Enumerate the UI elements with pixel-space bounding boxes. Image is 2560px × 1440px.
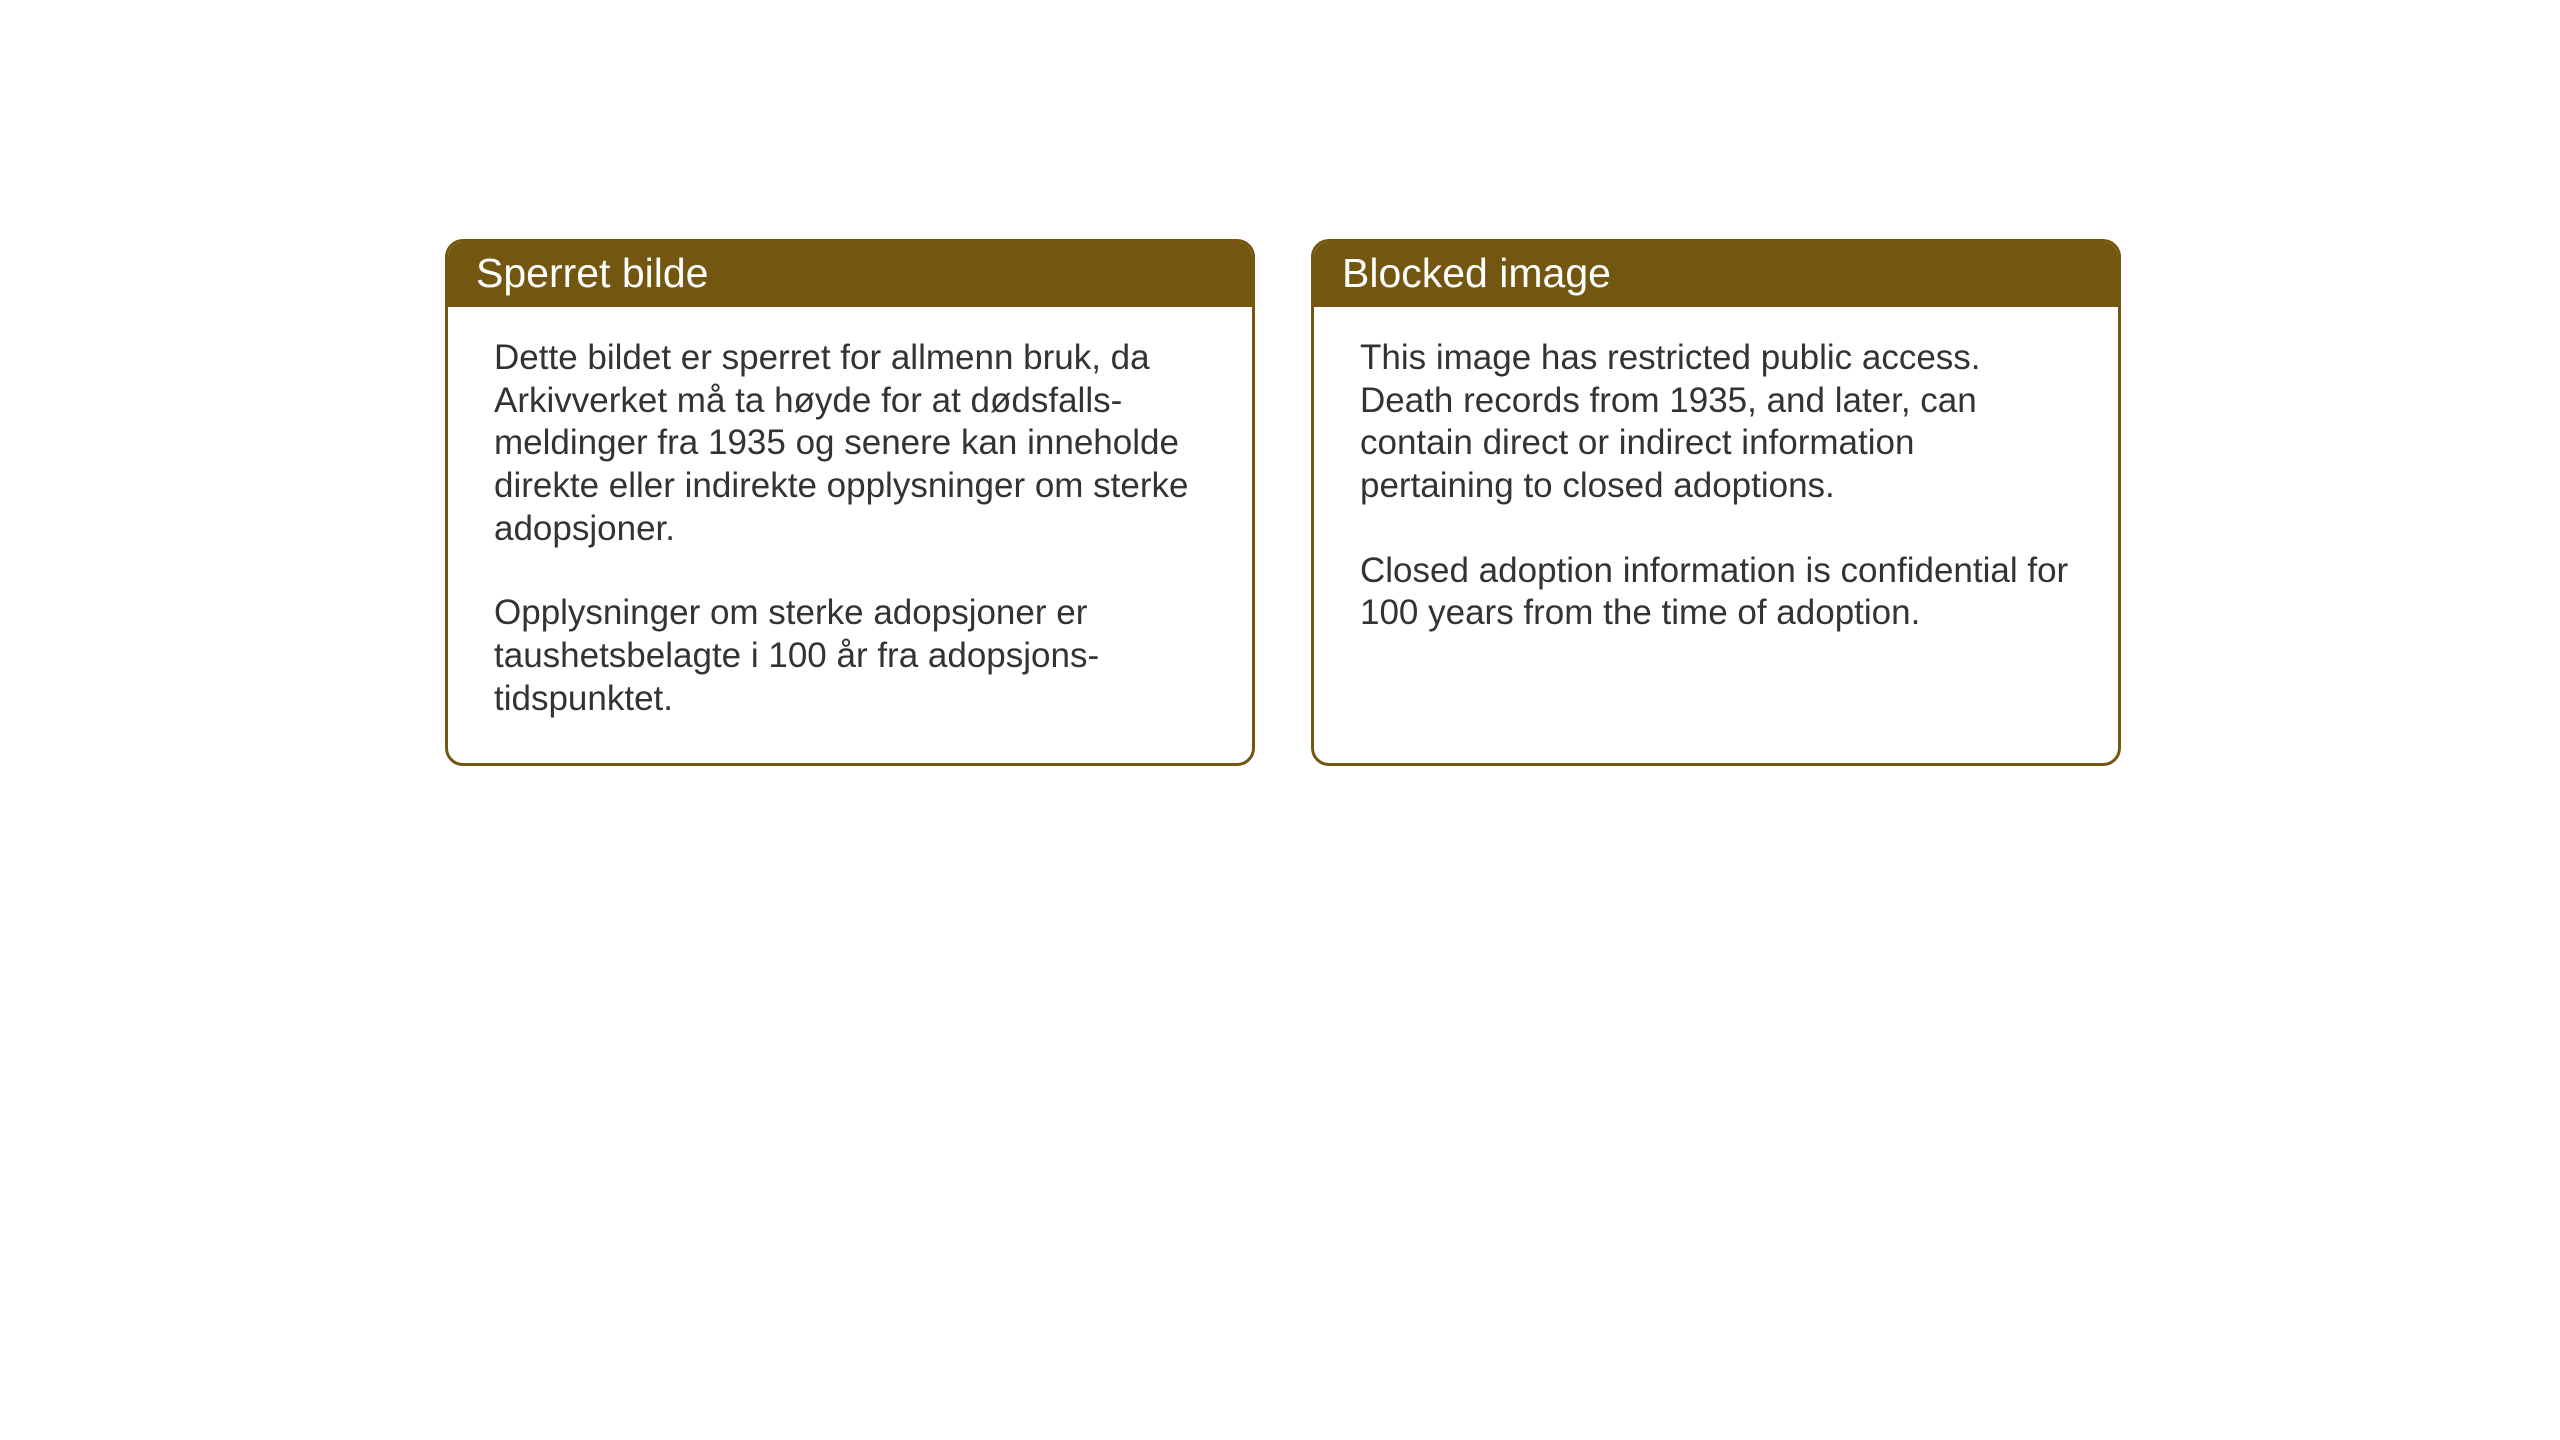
notice-cards-container: Sperret bilde Dette bildet er sperret fo… xyxy=(445,239,2121,766)
card-paragraph-english-1: This image has restricted public access.… xyxy=(1360,337,2072,508)
card-header-english: Blocked image xyxy=(1314,242,2118,307)
card-paragraph-norwegian-1: Dette bildet er sperret for allmenn bruk… xyxy=(494,337,1206,550)
card-title-norwegian: Sperret bilde xyxy=(476,250,708,296)
notice-card-norwegian: Sperret bilde Dette bildet er sperret fo… xyxy=(445,239,1255,766)
card-paragraph-norwegian-2: Opplysninger om sterke adopsjoner er tau… xyxy=(494,592,1206,720)
card-title-english: Blocked image xyxy=(1342,250,1611,296)
card-body-norwegian: Dette bildet er sperret for allmenn bruk… xyxy=(448,307,1252,763)
notice-card-english: Blocked image This image has restricted … xyxy=(1311,239,2121,766)
card-paragraph-english-2: Closed adoption information is confident… xyxy=(1360,550,2072,635)
card-header-norwegian: Sperret bilde xyxy=(448,242,1252,307)
card-body-english: This image has restricted public access.… xyxy=(1314,307,2118,677)
